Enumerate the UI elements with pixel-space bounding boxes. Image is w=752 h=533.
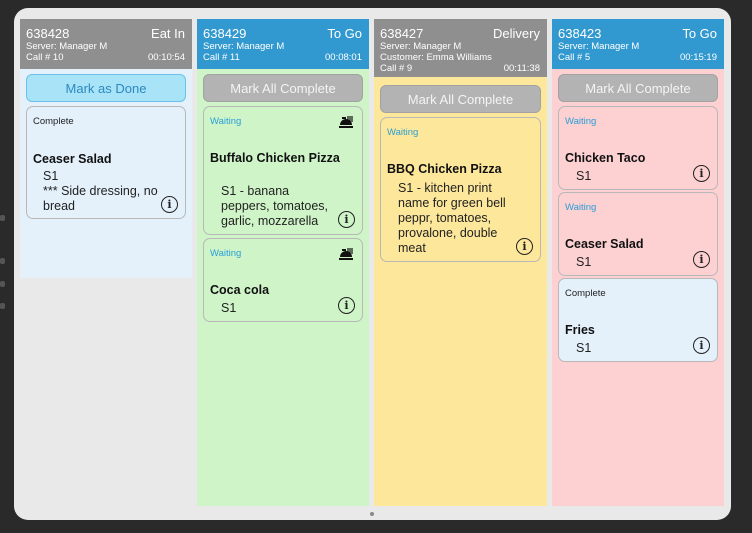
- order-item-card[interactable]: Complete Fries S1 i: [558, 278, 718, 362]
- item-status: Complete: [565, 288, 606, 299]
- item-name: Coca cola: [210, 283, 270, 297]
- elapsed-timer: 00:08:01: [325, 52, 362, 63]
- item-name: Ceaser Salad: [565, 237, 644, 251]
- order-number: 638423: [558, 26, 602, 41]
- item-status: Waiting: [565, 116, 597, 127]
- call-number: Call # 5: [558, 52, 591, 63]
- ticket-header: 638428 Eat In Server: Manager M Call # 1…: [20, 19, 192, 69]
- item-name: Fries: [565, 323, 595, 337]
- mark-all-complete-button[interactable]: Mark All Complete: [558, 74, 718, 102]
- mark-as-done-button[interactable]: Mark as Done: [26, 74, 186, 102]
- call-number: Call # 10: [26, 52, 64, 63]
- server-name: Server: Manager M: [26, 41, 108, 52]
- order-number: 638428: [26, 26, 70, 41]
- info-icon[interactable]: i: [693, 337, 710, 354]
- server-name: Server: Manager M: [203, 41, 285, 52]
- item-name: Buffalo Chicken Pizza: [210, 151, 340, 165]
- item-name: Chicken Taco: [565, 151, 646, 165]
- bezel-button: [0, 303, 5, 309]
- item-detail: S1 - kitchen print name for green bell p…: [398, 181, 506, 255]
- seat-label: S1: [576, 341, 592, 355]
- info-icon[interactable]: i: [338, 211, 355, 228]
- info-icon[interactable]: i: [693, 251, 710, 268]
- mark-all-complete-button[interactable]: Mark All Complete: [380, 85, 541, 113]
- elapsed-timer: 00:10:54: [148, 52, 185, 63]
- info-icon[interactable]: i: [161, 196, 178, 213]
- item-status: Waiting: [210, 116, 242, 127]
- item-status: Waiting: [565, 202, 597, 213]
- item-note: *** Side dressing, no bread: [43, 184, 158, 213]
- order-type: To Go: [327, 26, 362, 41]
- order-item-card[interactable]: Complete Ceaser Salad S1 *** Side dressi…: [26, 106, 186, 219]
- order-ticket-638427[interactable]: 638427 Delivery Server: Manager M Custom…: [374, 19, 547, 506]
- mark-all-complete-button[interactable]: Mark All Complete: [203, 74, 363, 102]
- server-name: Server: Manager M: [558, 41, 640, 52]
- elapsed-timer: 00:11:38: [503, 63, 540, 74]
- item-status: Waiting: [210, 248, 242, 259]
- item-status: Waiting: [387, 127, 419, 138]
- info-icon[interactable]: i: [338, 297, 355, 314]
- order-ticket-638423[interactable]: 638423 To Go Server: Manager M Call # 5 …: [552, 19, 724, 506]
- bezel-button: [0, 215, 5, 221]
- elapsed-timer: 00:15:19: [680, 52, 717, 63]
- call-number: Call # 9: [380, 63, 413, 74]
- order-type: Delivery: [493, 26, 540, 41]
- ticket-header: 638427 Delivery Server: Manager M Custom…: [374, 19, 547, 77]
- item-detail: S1 - banana peppers, tomatoes, garlic, m…: [221, 184, 329, 228]
- seat-label: S1: [43, 169, 59, 183]
- customer-name: Customer: Emma Williams: [380, 52, 492, 63]
- seat-label: S1: [221, 301, 237, 315]
- info-icon[interactable]: i: [516, 238, 533, 255]
- item-status: Complete: [33, 116, 74, 127]
- order-item-card[interactable]: Waiting Chicken Taco S1 i: [558, 106, 718, 190]
- order-item-card[interactable]: Waiting BBQ Chicken Pizza S1 - kitchen p…: [380, 117, 541, 262]
- server-name: Server: Manager M: [380, 41, 462, 52]
- order-item-card[interactable]: Waiting Buffalo Chicken Pizza S1 - banan…: [203, 106, 363, 235]
- call-number: Call # 11: [203, 52, 240, 63]
- item-name: BBQ Chicken Pizza: [387, 162, 502, 176]
- order-number: 638429: [203, 26, 247, 41]
- bezel-button: [0, 281, 5, 287]
- ticket-header: 638423 To Go Server: Manager M Call # 5 …: [552, 19, 724, 69]
- seat-label: S1: [576, 169, 592, 183]
- order-type: Eat In: [151, 26, 185, 41]
- order-number: 638427: [380, 26, 424, 41]
- food-ready-icon: [339, 248, 353, 260]
- ticket-body: Mark as Done Complete Ceaser Salad S1 **…: [20, 69, 192, 278]
- ticket-header: 638429 To Go Server: Manager M Call # 11…: [197, 19, 369, 69]
- page-indicator-dot: [370, 512, 374, 516]
- ticket-body: Mark All Complete Waiting BBQ Chicken Pi…: [374, 77, 547, 506]
- order-ticket-638428[interactable]: 638428 Eat In Server: Manager M Call # 1…: [20, 19, 192, 278]
- ticket-body: Mark All Complete Waiting Chicken Taco S…: [552, 69, 724, 506]
- item-name: Ceaser Salad: [33, 152, 112, 166]
- kitchen-display-screen: 638428 Eat In Server: Manager M Call # 1…: [14, 8, 731, 520]
- order-ticket-638429[interactable]: 638429 To Go Server: Manager M Call # 11…: [197, 19, 369, 506]
- bezel-button: [0, 258, 5, 264]
- food-ready-icon: [339, 116, 353, 128]
- order-item-card[interactable]: Waiting Coca cola S1 i: [203, 238, 363, 322]
- ticket-body: Mark All Complete Waiting Buffalo Chicke…: [197, 69, 369, 506]
- order-item-card[interactable]: Waiting Ceaser Salad S1 i: [558, 192, 718, 276]
- seat-label: S1: [576, 255, 592, 269]
- info-icon[interactable]: i: [693, 165, 710, 182]
- order-type: To Go: [682, 26, 717, 41]
